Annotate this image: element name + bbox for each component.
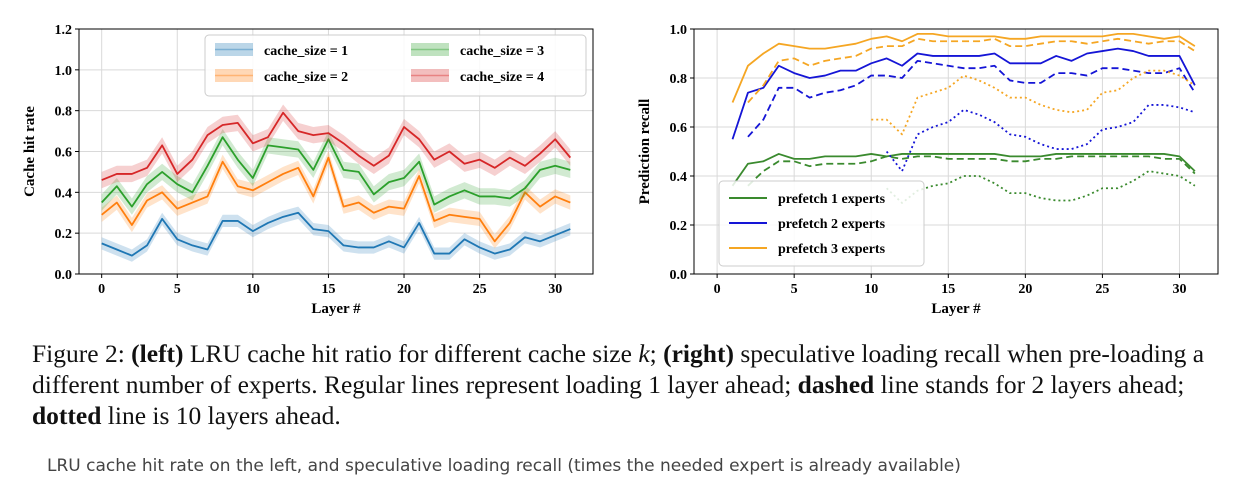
y-tick-label: 1.2 bbox=[55, 23, 73, 38]
caption-right-bold: (right) bbox=[663, 339, 734, 368]
x-axis-label: Layer # bbox=[311, 301, 361, 317]
y-axis-label: Cache hit rate bbox=[22, 106, 38, 197]
caption-prefix: Figure 2: bbox=[32, 339, 132, 368]
x-tick-label: 25 bbox=[473, 282, 487, 297]
right-chart: 0 5 10 15 20 25 30 0.0 0.2 0.4 0.6 0.8 1.0 Layer # Pre… bbox=[637, 23, 1219, 317]
y-tick-label: 1.0 bbox=[55, 64, 73, 79]
x-tick-label: 10 bbox=[246, 282, 260, 297]
series-line bbox=[101, 211, 571, 257]
series-line bbox=[731, 47, 1196, 140]
caption-dotted-bold: dotted bbox=[32, 401, 102, 430]
x-tick-label: 5 bbox=[791, 282, 798, 297]
x-tick-label: 20 bbox=[397, 282, 411, 297]
series-line bbox=[101, 111, 572, 181]
x-tick-label: 15 bbox=[941, 282, 955, 297]
y-tick-label: 0.2 bbox=[55, 227, 73, 242]
legend-label: cache_size = 2 bbox=[264, 70, 348, 85]
y-tick-label: 0.8 bbox=[670, 72, 688, 87]
caption-dashed-bold: dashed bbox=[797, 370, 875, 399]
series-line bbox=[885, 104, 1196, 173]
figure-canvas: 0 5 10 15 20 25 30 0.0 0.2 0.4 0.6 0.8 1.0 1.2 Layer #… bbox=[22, 23, 1219, 317]
series-line bbox=[747, 155, 1196, 187]
series-band bbox=[101, 206, 571, 262]
series-line bbox=[731, 153, 1196, 187]
chart-legend: cache_size = 1 cache_size = 2 cache_size =… bbox=[204, 34, 587, 97]
figure-caption: Figure 2: (left) LRU cache hit ratio for… bbox=[32, 338, 1222, 431]
series-band bbox=[101, 104, 571, 189]
legend-swatch bbox=[215, 69, 253, 82]
y-tick-label: 0.0 bbox=[670, 268, 688, 283]
plot-frame bbox=[693, 28, 1219, 275]
legend-swatch bbox=[411, 69, 449, 82]
left-chart: 0 5 10 15 20 25 30 0.0 0.2 0.4 0.6 0.8 1.0 1.2 Layer #… bbox=[22, 23, 594, 317]
caption-k: k bbox=[638, 339, 650, 368]
legend-swatch bbox=[215, 43, 253, 56]
y-tick-label: 0.0 bbox=[55, 268, 73, 283]
x-tick-label: 30 bbox=[1172, 282, 1186, 297]
x-tick-label: 25 bbox=[1095, 282, 1109, 297]
caption-part4: line stands for 2 layers ahead; bbox=[874, 370, 1185, 399]
legend-label: prefetch 3 experts bbox=[778, 242, 886, 257]
series-band bbox=[101, 129, 571, 215]
series-line bbox=[101, 156, 571, 243]
x-tick-label: 30 bbox=[548, 282, 562, 297]
x-tick-label: 15 bbox=[321, 282, 335, 297]
legend-label: cache_size = 3 bbox=[460, 44, 544, 59]
y-tick-label: 0.2 bbox=[670, 219, 688, 234]
series-line bbox=[731, 33, 1196, 103]
y-tick-label: 0.6 bbox=[55, 146, 73, 161]
legend-box bbox=[718, 180, 925, 267]
x-tick-label: 0 bbox=[98, 282, 105, 297]
image-subcaption: LRU cache hit rate on the left, and spec… bbox=[47, 456, 961, 476]
x-tick-label: 5 bbox=[174, 282, 181, 297]
y-axis-label: Prediction recall bbox=[637, 99, 653, 205]
series-line bbox=[747, 59, 1196, 138]
x-axis-label: Layer # bbox=[931, 301, 981, 317]
legend-label: cache_size = 4 bbox=[460, 70, 544, 85]
caption-left-bold: (left) bbox=[131, 339, 184, 368]
x-tick-label: 0 bbox=[714, 282, 721, 297]
y-tick-label: 0.4 bbox=[55, 186, 73, 201]
series-line bbox=[101, 136, 571, 208]
legend-swatch bbox=[411, 43, 449, 56]
y-tick-label: 0.6 bbox=[670, 121, 688, 136]
series-line bbox=[886, 170, 1196, 204]
chart-legend: prefetch 1 experts prefetch 2 experts pref… bbox=[718, 180, 925, 267]
y-tick-label: 1.0 bbox=[670, 23, 688, 38]
caption-part5: line is 10 layers ahead. bbox=[101, 401, 341, 430]
legend-label: cache_size = 1 bbox=[264, 44, 348, 59]
y-tick-label: 0.8 bbox=[55, 105, 73, 120]
caption-part2: ; bbox=[649, 339, 664, 368]
y-tick-label: 0.4 bbox=[670, 170, 688, 185]
legend-label: prefetch 1 experts bbox=[778, 192, 886, 207]
x-tick-label: 20 bbox=[1018, 282, 1032, 297]
caption-part3: speculative loading recall when pre-load… bbox=[32, 339, 1205, 399]
series-line bbox=[871, 69, 1196, 136]
legend-label: prefetch 2 experts bbox=[778, 217, 886, 232]
x-tick-label: 10 bbox=[864, 282, 878, 297]
series-band bbox=[101, 150, 571, 249]
caption-part1: LRU cache hit ratio for different cache … bbox=[183, 339, 639, 368]
legend-box bbox=[204, 34, 587, 97]
